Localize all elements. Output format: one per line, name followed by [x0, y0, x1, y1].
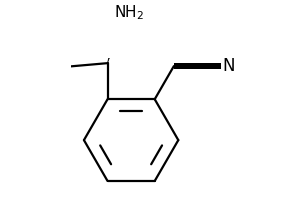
- Text: N: N: [222, 57, 235, 75]
- Text: NH$_2$: NH$_2$: [114, 4, 144, 22]
- Polygon shape: [107, 27, 120, 63]
